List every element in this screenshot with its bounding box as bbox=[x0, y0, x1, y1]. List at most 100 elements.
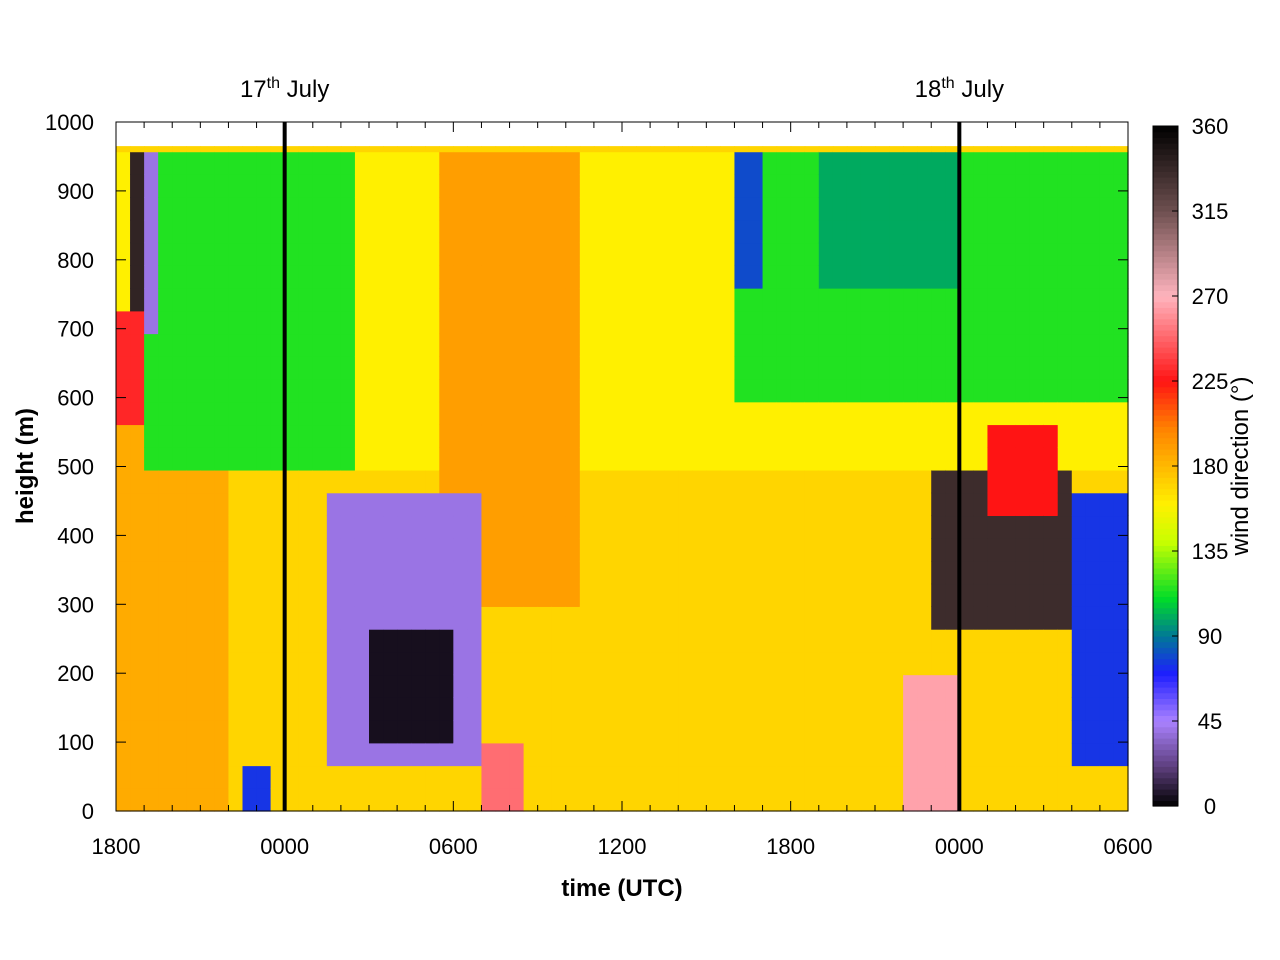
heatmap-cell bbox=[565, 288, 581, 312]
heatmap-cell bbox=[158, 219, 173, 244]
heatmap-cell bbox=[467, 788, 483, 812]
heatmap-cell bbox=[439, 356, 454, 380]
heatmap-cell bbox=[537, 765, 553, 789]
heatmap-cell bbox=[607, 606, 623, 630]
heatmap-cell bbox=[889, 146, 904, 153]
heatmap-cell bbox=[340, 560, 356, 585]
heatmap-cell bbox=[354, 560, 370, 585]
heatmap-cell bbox=[593, 560, 609, 585]
heatmap-cell bbox=[931, 333, 946, 357]
heatmap-cell bbox=[467, 720, 483, 744]
heatmap-cell bbox=[523, 560, 539, 585]
heatmap-cell bbox=[186, 651, 201, 676]
heatmap-cell bbox=[242, 583, 258, 607]
heatmap-cell bbox=[354, 219, 370, 244]
heatmap-cell bbox=[804, 765, 820, 789]
heatmap-cell bbox=[523, 401, 539, 426]
heatmap-cell bbox=[650, 720, 665, 744]
colorbar-segment bbox=[1153, 409, 1178, 416]
heatmap-cell bbox=[818, 333, 834, 357]
heatmap-cell bbox=[1085, 651, 1101, 676]
annotations: 17th July 18th July bbox=[240, 75, 1004, 103]
x-axis-title: time (UTC) bbox=[561, 875, 682, 902]
heatmap-cell bbox=[917, 197, 932, 221]
heatmap-cell bbox=[579, 560, 595, 585]
heatmap-cell bbox=[790, 560, 806, 585]
heatmap-cell bbox=[804, 424, 820, 448]
heatmap-cell bbox=[860, 424, 876, 448]
heatmap-cell bbox=[186, 401, 201, 426]
heatmap-cell bbox=[158, 651, 173, 676]
heatmap-cell bbox=[1043, 765, 1059, 789]
heatmap-cell bbox=[383, 720, 398, 744]
heatmap-cell bbox=[242, 651, 258, 676]
heatmap-cell bbox=[832, 146, 848, 153]
heatmap-cell bbox=[776, 469, 792, 494]
heatmap-cell bbox=[593, 356, 609, 380]
heatmap-cell bbox=[917, 219, 932, 244]
colorbar-segment bbox=[1153, 675, 1178, 682]
heatmap-cell bbox=[579, 174, 595, 198]
heatmap-cell bbox=[1015, 651, 1031, 676]
heatmap-cell bbox=[959, 606, 974, 630]
heatmap-cell bbox=[383, 378, 398, 403]
heatmap-cells bbox=[116, 146, 1129, 812]
colorbar-segment bbox=[1153, 556, 1178, 563]
heatmap-cell bbox=[312, 606, 328, 630]
heatmap-cell bbox=[200, 515, 215, 539]
heatmap-cell bbox=[1085, 697, 1101, 721]
heatmap-cell bbox=[776, 265, 792, 289]
heatmap-cell bbox=[692, 288, 707, 312]
heatmap-cell bbox=[1057, 288, 1073, 312]
heatmap-cell bbox=[1057, 265, 1073, 289]
heatmap-cell bbox=[551, 310, 567, 335]
heatmap-cell bbox=[579, 606, 595, 630]
heatmap-cell bbox=[481, 356, 497, 380]
heatmap-cell bbox=[1015, 197, 1031, 221]
heatmap-cell bbox=[804, 288, 820, 312]
heatmap-cell bbox=[889, 742, 904, 767]
heatmap-cell bbox=[453, 697, 468, 721]
heatmap-cell bbox=[860, 720, 876, 744]
heatmap-cell bbox=[593, 538, 609, 562]
heatmap-cell bbox=[636, 583, 651, 607]
heatmap-cell bbox=[284, 697, 300, 721]
heatmap-cell bbox=[748, 674, 764, 698]
heatmap-cell bbox=[383, 288, 398, 312]
heatmap-cell bbox=[537, 583, 553, 607]
heatmap-cell bbox=[397, 424, 412, 448]
heatmap-cell bbox=[889, 219, 904, 244]
heatmap-cell bbox=[144, 651, 159, 676]
heatmap-cell bbox=[1085, 146, 1101, 153]
heatmap-cell bbox=[551, 242, 567, 266]
heatmap-cell bbox=[116, 765, 131, 789]
heatmap-cell bbox=[650, 265, 665, 289]
heatmap-cell bbox=[720, 356, 736, 380]
heatmap-cell bbox=[973, 606, 989, 630]
heatmap-cell bbox=[284, 146, 300, 153]
heatmap-cell bbox=[706, 219, 721, 244]
heatmap-cell bbox=[284, 651, 300, 676]
heatmap-cell bbox=[186, 469, 201, 494]
heatmap-cell bbox=[790, 447, 806, 471]
colorbar-segment bbox=[1153, 687, 1178, 694]
heatmap-cell bbox=[565, 606, 581, 630]
heatmap-cell bbox=[1071, 146, 1087, 153]
heatmap-cell bbox=[1015, 629, 1031, 653]
heatmap-cell bbox=[1113, 242, 1129, 266]
heatmap-cell bbox=[664, 151, 679, 175]
heatmap-cell bbox=[622, 720, 637, 744]
heatmap-cell bbox=[439, 651, 454, 676]
heatmap-cell bbox=[495, 310, 511, 335]
heatmap-cell bbox=[172, 560, 187, 585]
heatmap-cell bbox=[467, 151, 483, 175]
heatmap-cell bbox=[1029, 288, 1045, 312]
heatmap-cell bbox=[1099, 242, 1115, 266]
heatmap-cell bbox=[804, 378, 820, 403]
heatmap-cell bbox=[931, 492, 946, 517]
heatmap-cell bbox=[369, 401, 384, 426]
heatmap-cell bbox=[790, 197, 806, 221]
heatmap-cell bbox=[481, 720, 497, 744]
heatmap-cell bbox=[369, 583, 384, 607]
colorbar-segment bbox=[1153, 738, 1178, 745]
